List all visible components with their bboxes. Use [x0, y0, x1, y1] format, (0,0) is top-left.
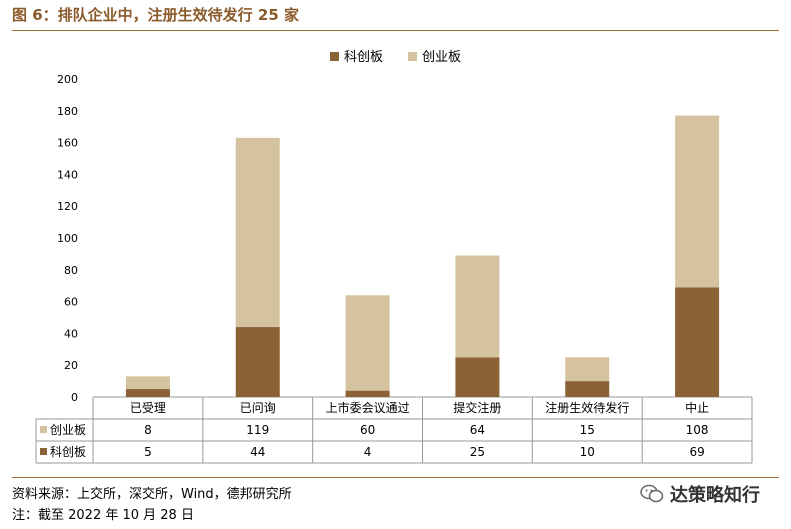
y-tick-label: 40 — [64, 327, 78, 340]
y-tick-label: 120 — [57, 200, 78, 213]
y-tick-label: 0 — [71, 391, 78, 404]
bar-star-market — [455, 357, 500, 397]
date-note: 注：截至 2022 年 10 月 28 日 — [12, 508, 194, 523]
chart-legend: 科创板 创业板 — [330, 50, 461, 65]
y-tick-label: 60 — [64, 296, 78, 309]
y-tick-label: 20 — [64, 359, 78, 372]
table-cell-value: 69 — [689, 445, 704, 459]
y-tick-label: 140 — [57, 168, 78, 181]
bar-star-market — [565, 381, 610, 397]
table-cell-value: 44 — [250, 445, 265, 459]
table-cell-value: 5 — [144, 445, 152, 459]
x-tick-label: 提交注册 — [453, 400, 501, 415]
table-cell-value: 4 — [364, 445, 372, 459]
table-cell-value: 25 — [470, 445, 485, 459]
y-tick-label: 100 — [57, 232, 78, 245]
legend-swatch — [330, 52, 339, 61]
bar-chinext — [675, 115, 720, 288]
x-tick-label: 注册生效待发行 — [545, 400, 629, 415]
x-tick-label: 中止 — [685, 400, 709, 415]
legend-label: 创业板 — [422, 50, 461, 65]
table-row-label: 创业板 — [50, 423, 86, 437]
table-cell-value: 64 — [470, 423, 485, 437]
footer-divider — [12, 477, 779, 478]
source-note: 资料来源：上交所，深交所，Wind，德邦研究所 — [12, 487, 292, 502]
title-divider — [12, 30, 779, 31]
y-tick-label: 180 — [57, 105, 78, 118]
wechat-icon — [640, 484, 664, 503]
watermark-text: 达策略知行 — [670, 485, 760, 506]
bar-chinext — [565, 357, 610, 382]
table-cell-value: 119 — [246, 423, 269, 437]
x-tick-label: 已受理 — [130, 401, 166, 415]
y-axis: 0 20 40 60 80 100 120 140 160 180 200 — [57, 73, 752, 404]
legend-swatch — [408, 52, 417, 61]
table-row-label: 科创板 — [50, 445, 86, 459]
table-cell-value: 8 — [144, 423, 152, 437]
table-cell-value: 10 — [580, 445, 595, 459]
watermark: 达策略知行 — [640, 481, 760, 507]
bar-star-market — [235, 327, 280, 397]
bar-chinext — [455, 255, 500, 358]
y-tick-label: 160 — [57, 137, 78, 150]
table-row-swatch — [40, 448, 47, 455]
bar-chinext — [235, 137, 280, 328]
table-cell-value: 15 — [580, 423, 595, 437]
bar-star-market — [675, 287, 720, 397]
legend-label: 科创板 — [344, 50, 383, 65]
table-row-swatch — [40, 426, 47, 433]
bar-chinext — [345, 295, 390, 391]
bar-star-market — [125, 389, 170, 397]
x-tick-label: 已问询 — [240, 401, 276, 415]
chart-title: 图 6：排队企业中，注册生效待发行 25 家 — [12, 6, 299, 24]
x-tick-label: 上市委会议通过 — [326, 400, 410, 415]
table-cell-value: 108 — [686, 423, 709, 437]
bar-chinext — [125, 376, 170, 390]
bar-group — [125, 115, 720, 397]
y-tick-label: 200 — [57, 73, 78, 86]
y-tick-label: 80 — [64, 264, 78, 277]
bar-star-market — [345, 390, 390, 397]
table-cell-value: 60 — [360, 423, 375, 437]
